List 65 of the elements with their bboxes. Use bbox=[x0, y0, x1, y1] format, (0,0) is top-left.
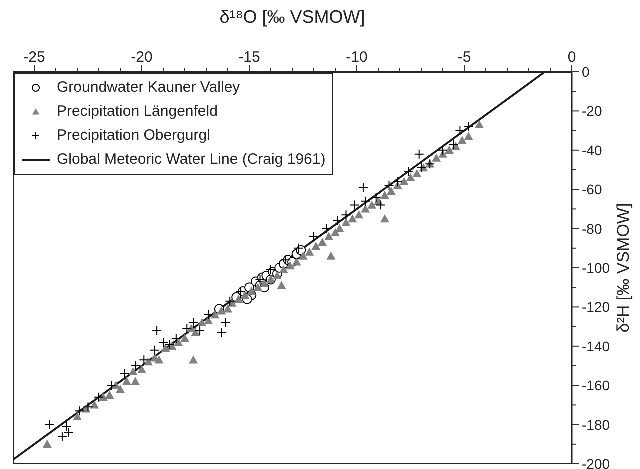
point bbox=[350, 200, 360, 210]
point bbox=[376, 200, 386, 210]
x-tick-label: -20 bbox=[131, 49, 153, 66]
point bbox=[309, 232, 319, 242]
point bbox=[83, 402, 94, 412]
y-axis-title: δ²H [‰ VSMOW] bbox=[614, 203, 633, 333]
point bbox=[236, 286, 246, 297]
x-tick-label: -25 bbox=[24, 49, 46, 66]
point bbox=[74, 406, 85, 416]
legend-label: Precipitation Längenfeld bbox=[57, 102, 218, 122]
point bbox=[438, 145, 448, 156]
x-tick-label: -10 bbox=[346, 49, 368, 66]
point bbox=[158, 337, 168, 348]
y-tick-label: -140 bbox=[582, 338, 610, 354]
y-tick-label: -20 bbox=[582, 103, 602, 120]
x-tick-label: -15 bbox=[238, 49, 260, 66]
y-tick-label: -120 bbox=[582, 299, 610, 316]
point bbox=[120, 368, 130, 379]
point bbox=[416, 163, 426, 174]
point bbox=[266, 264, 276, 275]
point bbox=[464, 122, 474, 132]
point bbox=[414, 149, 424, 160]
point bbox=[171, 334, 182, 344]
legend-label: Precipitation Obergurgl bbox=[57, 126, 210, 146]
point bbox=[164, 339, 175, 350]
point bbox=[371, 192, 382, 202]
point bbox=[94, 392, 104, 402]
point bbox=[106, 380, 117, 391]
x-axis-title: δ¹⁸O [‰ VSMOW] bbox=[220, 7, 366, 27]
point bbox=[188, 318, 199, 328]
point bbox=[384, 180, 394, 191]
y-tick-label: -60 bbox=[582, 182, 602, 198]
point bbox=[182, 324, 192, 334]
x-tick-label: -5 bbox=[458, 49, 472, 66]
point bbox=[139, 355, 150, 366]
point bbox=[341, 210, 352, 220]
point bbox=[195, 326, 206, 336]
point bbox=[57, 432, 68, 442]
point bbox=[448, 140, 459, 150]
point bbox=[225, 296, 236, 306]
y-tick-label: -180 bbox=[582, 416, 610, 433]
point bbox=[360, 196, 371, 206]
point bbox=[130, 361, 141, 371]
point bbox=[332, 216, 343, 226]
y-tick-label: -40 bbox=[582, 142, 602, 158]
y-tick-label: -200 bbox=[582, 456, 610, 469]
y-tick-label: -80 bbox=[582, 220, 602, 237]
y-tick-label: -100 bbox=[582, 260, 610, 276]
legend-label: Global Meteoric Water Line (Craig 1961) bbox=[57, 150, 326, 170]
point bbox=[204, 310, 214, 320]
point bbox=[216, 328, 227, 338]
legend-label: Groundwater Kauner Valley bbox=[57, 78, 240, 98]
y-tick-label: -160 bbox=[582, 378, 610, 394]
point bbox=[220, 318, 231, 328]
point bbox=[322, 224, 332, 234]
y-tick-label: 0 bbox=[582, 64, 590, 80]
point bbox=[455, 126, 466, 136]
point bbox=[294, 243, 304, 254]
point bbox=[358, 182, 368, 193]
x-tick-label: 0 bbox=[568, 49, 576, 66]
point bbox=[392, 176, 403, 187]
point bbox=[150, 345, 160, 356]
point bbox=[44, 420, 55, 430]
point bbox=[404, 166, 414, 177]
point bbox=[152, 326, 162, 336]
